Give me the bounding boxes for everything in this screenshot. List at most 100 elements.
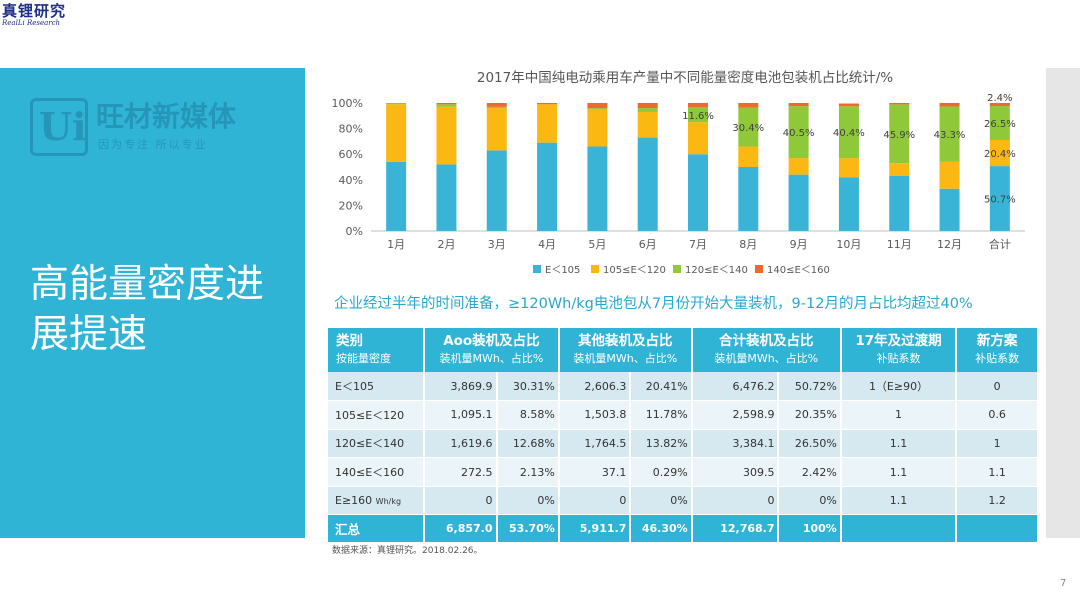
data-label: 20.4% [984, 149, 1016, 160]
cell-total-pct: 26.50% [778, 429, 842, 459]
header-sub: 装机量MWh、占比% [573, 352, 678, 365]
header-category: 类别 按能量密度 [328, 328, 426, 372]
logo-main-text: 真锂研究 [2, 2, 67, 20]
x-tick-label: 8月 [739, 238, 757, 251]
bar-segment [386, 104, 407, 162]
header-total: 合计装机及占比 装机量MWh、占比% [691, 328, 842, 372]
bar-segment [587, 108, 608, 110]
bar-segment [788, 103, 809, 107]
bar-segment [386, 103, 407, 105]
title-panel: Ui 旺材新媒体 因为专注 所以专业 高能量密度进展提速 [0, 68, 305, 538]
bar-segment [738, 107, 759, 147]
row-label: E≥160 Wh/kg [328, 486, 426, 516]
bar-segment [486, 103, 507, 107]
table-row: 120≤E＜140 1,619.6 12.68% 1,764.5 13.82% … [328, 429, 1039, 459]
table-row: 105≤E＜120 1,095.1 8.58% 1,503.8 11.78% 2… [328, 400, 1039, 430]
data-label: 40.5% [783, 128, 815, 139]
header-aoo: Aoo装机及占比 装机量MWh、占比% [424, 328, 560, 372]
bar-segment [637, 103, 658, 109]
y-tick-label: 60% [339, 148, 363, 161]
bar-segment [889, 163, 910, 176]
bar-segment [637, 108, 658, 112]
cell-coef17: 1.1 [840, 457, 958, 487]
bar-segment [486, 150, 507, 231]
cell-coefnew: 1.1 [956, 457, 1039, 487]
header-sub: 补贴系数 [876, 352, 921, 365]
header-sub: 补贴系数 [975, 352, 1020, 365]
cell-other-pct: 11.78% [630, 400, 693, 430]
row-label: E＜105 [328, 372, 426, 402]
cell-aoo-pct: 12.68% [496, 429, 560, 459]
x-tick-label: 9月 [790, 238, 808, 251]
cell-coef17: 1.1 [840, 486, 958, 516]
cell-total-mwh: 2,598.9 [691, 400, 780, 430]
bar-segment [436, 106, 457, 165]
x-tick-label: 合计 [989, 237, 1011, 251]
data-label: 2.4% [987, 93, 1012, 104]
cell-aoo-pct: 30.31% [496, 372, 560, 402]
x-tick-label: 11月 [887, 238, 912, 251]
cell-coefnew: 0 [956, 372, 1039, 402]
bar-segment [989, 166, 1010, 231]
slide-title: 高能量密度进展提速 [30, 262, 265, 357]
bar-segment [436, 104, 457, 107]
data-label: 43.3% [934, 130, 966, 141]
total-label: 汇总 [328, 514, 426, 544]
bar-segment [889, 175, 910, 231]
header-coefnew: 新方案 补贴系数 [956, 328, 1039, 372]
headline-text: 企业经过半年的时间准备，≥120Wh/kg电池包从7月份开始大量装机，9-12月… [334, 296, 973, 312]
watermark-subtitle: 因为专注 所以专业 [98, 138, 208, 151]
y-tick-label: 100% [332, 97, 363, 110]
data-label: 11.6% [682, 111, 714, 122]
row-label-unit: Wh/kg [375, 497, 402, 507]
bar-segment [788, 174, 809, 231]
bar-segment [587, 146, 608, 231]
cell-total-pct: 50.72% [778, 372, 842, 402]
total-total-pct: 100% [778, 514, 842, 544]
cell-aoo-mwh: 1,619.6 [424, 429, 498, 459]
legend-label: 105≤E＜120 [603, 265, 666, 276]
x-tick-label: 10月 [836, 238, 861, 251]
bar-segment [889, 104, 910, 164]
x-tick-label: 4月 [538, 238, 556, 251]
legend-label: E＜105 [545, 265, 580, 276]
y-tick-label: 40% [339, 174, 363, 187]
row-label: 120≤E＜140 [328, 429, 426, 459]
bar-segment [939, 106, 960, 162]
table-total-row: 汇总 6,857.0 53.70% 5,911.7 46.30% 12,768.… [328, 514, 1039, 544]
legend-label: 120≤E＜140 [685, 265, 748, 276]
cell-aoo-pct: 8.58% [496, 400, 560, 430]
bar-segment [989, 106, 1010, 140]
legend-label: 140≤E＜160 [767, 265, 830, 276]
bar-segment [939, 103, 960, 107]
cell-total-pct: 2.42% [778, 457, 842, 487]
header-sub: 装机量MWh、占比% [714, 352, 819, 365]
x-tick-label: 2月 [437, 238, 455, 251]
legend-swatch [755, 265, 763, 273]
right-decor-strip [1046, 68, 1080, 538]
data-label: 30.4% [732, 123, 764, 134]
bar-segment [989, 103, 1010, 107]
bar-segment [537, 142, 558, 231]
table-row: E≥160 Wh/kg 0 0% 0 0% 0 0% 1.1 1.2 [328, 486, 1039, 516]
x-tick-label: 12月 [937, 238, 962, 251]
legend-swatch [533, 265, 541, 273]
cell-coefnew: 1.2 [956, 486, 1039, 516]
page-number: 7 [1060, 578, 1067, 589]
data-label: 40.4% [833, 128, 865, 139]
cell-aoo-pct: 2.13% [496, 457, 560, 487]
bar-segment [486, 106, 507, 109]
x-tick-label: 1月 [387, 238, 405, 251]
header-coef17: 17年及过渡期 补贴系数 [840, 328, 958, 372]
data-label: 45.9% [883, 130, 915, 141]
bar-segment [989, 139, 1010, 167]
cell-total-pct: 20.35% [778, 400, 842, 430]
bar-segment [637, 111, 658, 138]
cell-other-mwh: 1,503.8 [558, 400, 632, 430]
header-sub: 按能量密度 [336, 352, 391, 365]
row-label: 105≤E＜120 [328, 400, 426, 430]
row-label-text: E≥160 [335, 494, 373, 508]
bar-segment [788, 158, 809, 175]
header-title: 新方案 [976, 333, 1018, 349]
cell-coef17: 1 [840, 400, 958, 430]
